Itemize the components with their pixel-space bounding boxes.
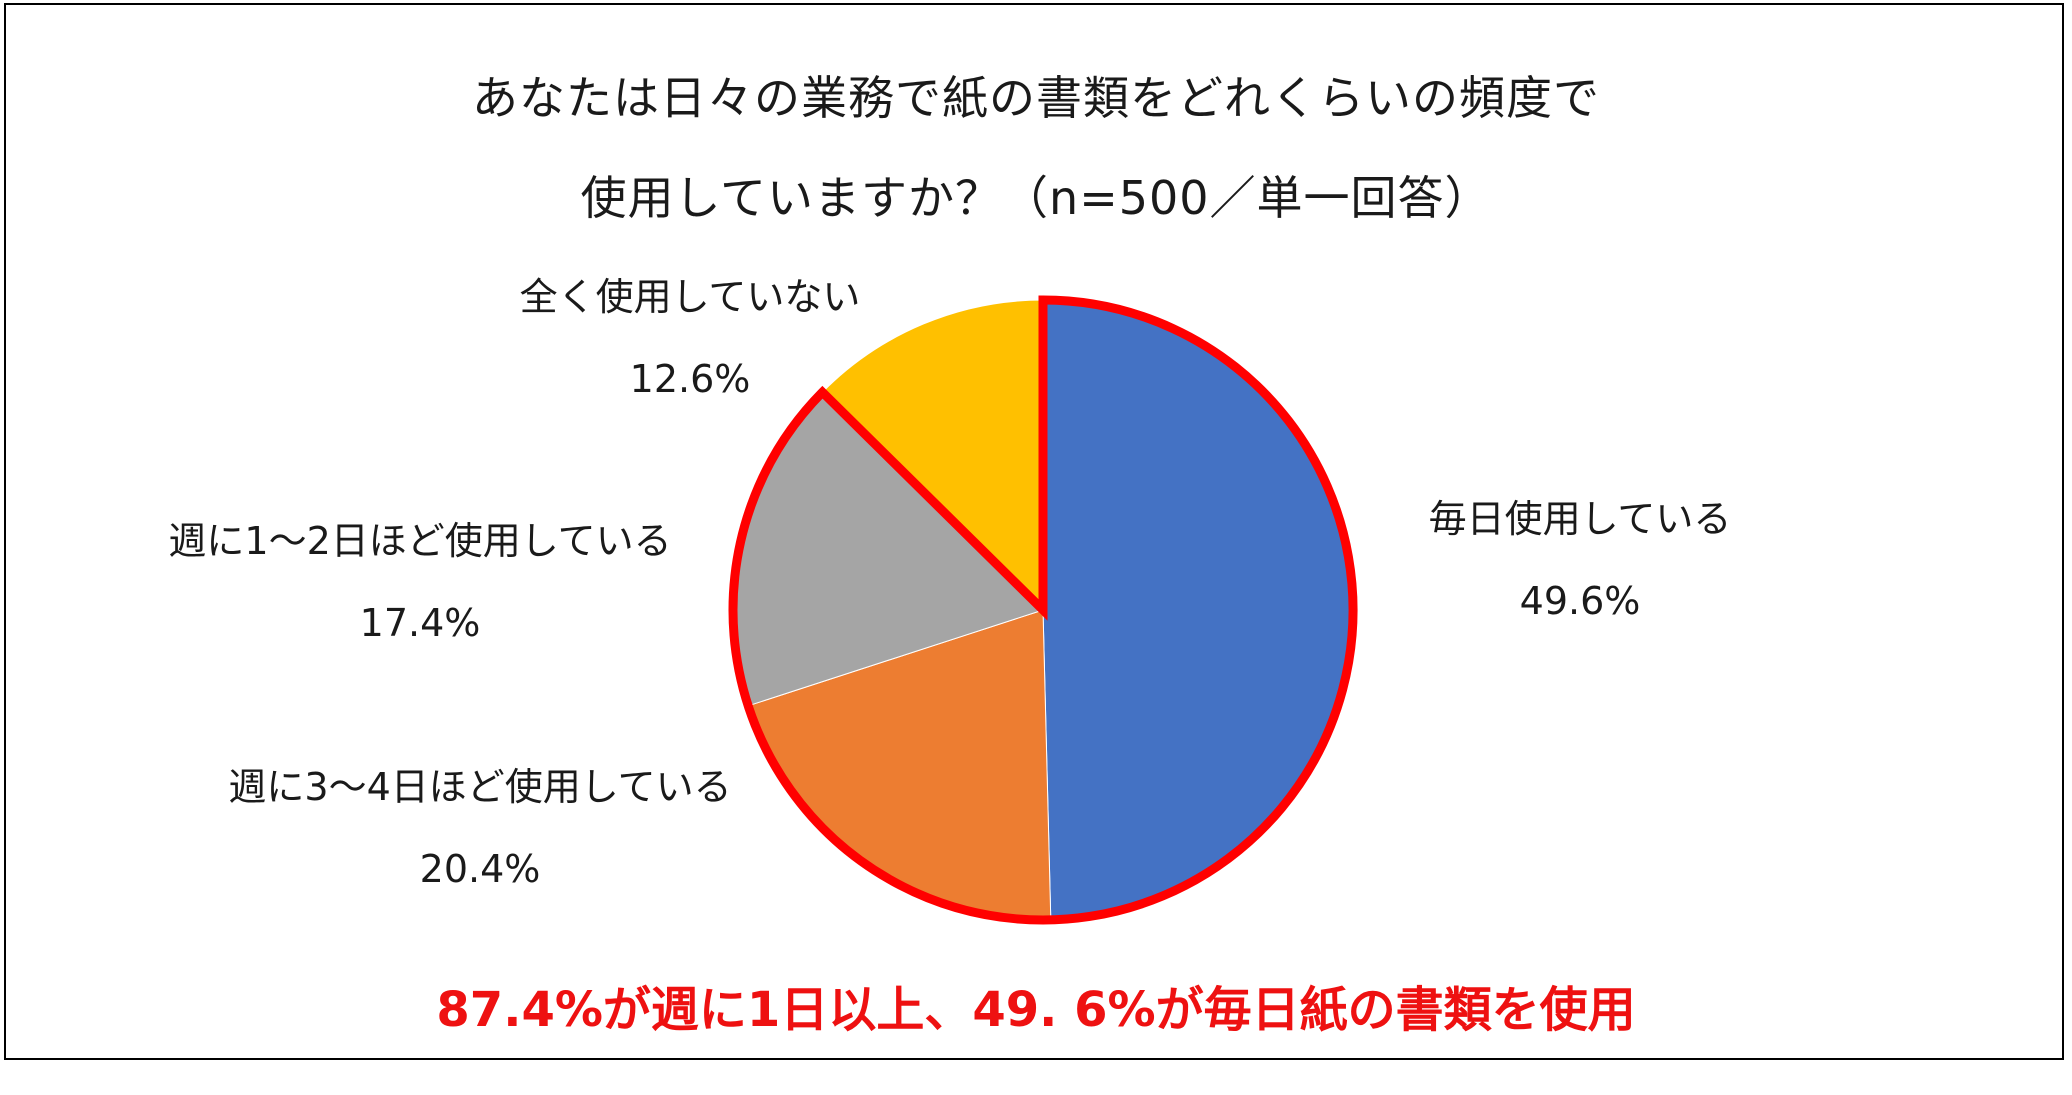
pie-slice (821, 299, 1044, 612)
chart-title-line-1: あなたは日々の業務で紙の書類をどれくらいの頻度で (472, 71, 1600, 125)
slice-name: 週に3〜4日ほど使用している (228, 765, 732, 809)
slice-label-3-4-days: 週に3〜4日ほど使用している 20.4% (180, 768, 780, 888)
chart-title-line-2: 使用していますか？（n=500／単一回答） (580, 171, 1492, 225)
slice-label-1-2-days: 週に1〜2日ほど使用している 17.4% (120, 522, 720, 642)
slice-name: 週に1〜2日ほど使用している (168, 519, 672, 563)
slice-value: 17.4% (359, 601, 481, 645)
highlight-outline (728, 295, 1358, 925)
slice-name: 毎日使用している (1428, 497, 1732, 541)
slice-label-never: 全く使用していない 12.6% (460, 278, 920, 398)
pie-slice (1042, 299, 1354, 921)
slice-value: 20.4% (419, 847, 541, 891)
conclusion-text: 87.4%が週に1日以上、49. 6%が毎日紙の書類を使用 (436, 982, 1636, 1038)
slice-value: 49.6% (1519, 579, 1641, 623)
slice-name: 全く使用していない (519, 275, 861, 319)
slice-value: 12.6% (629, 357, 751, 401)
slice-label-daily: 毎日使用している 49.6% (1380, 500, 1780, 620)
